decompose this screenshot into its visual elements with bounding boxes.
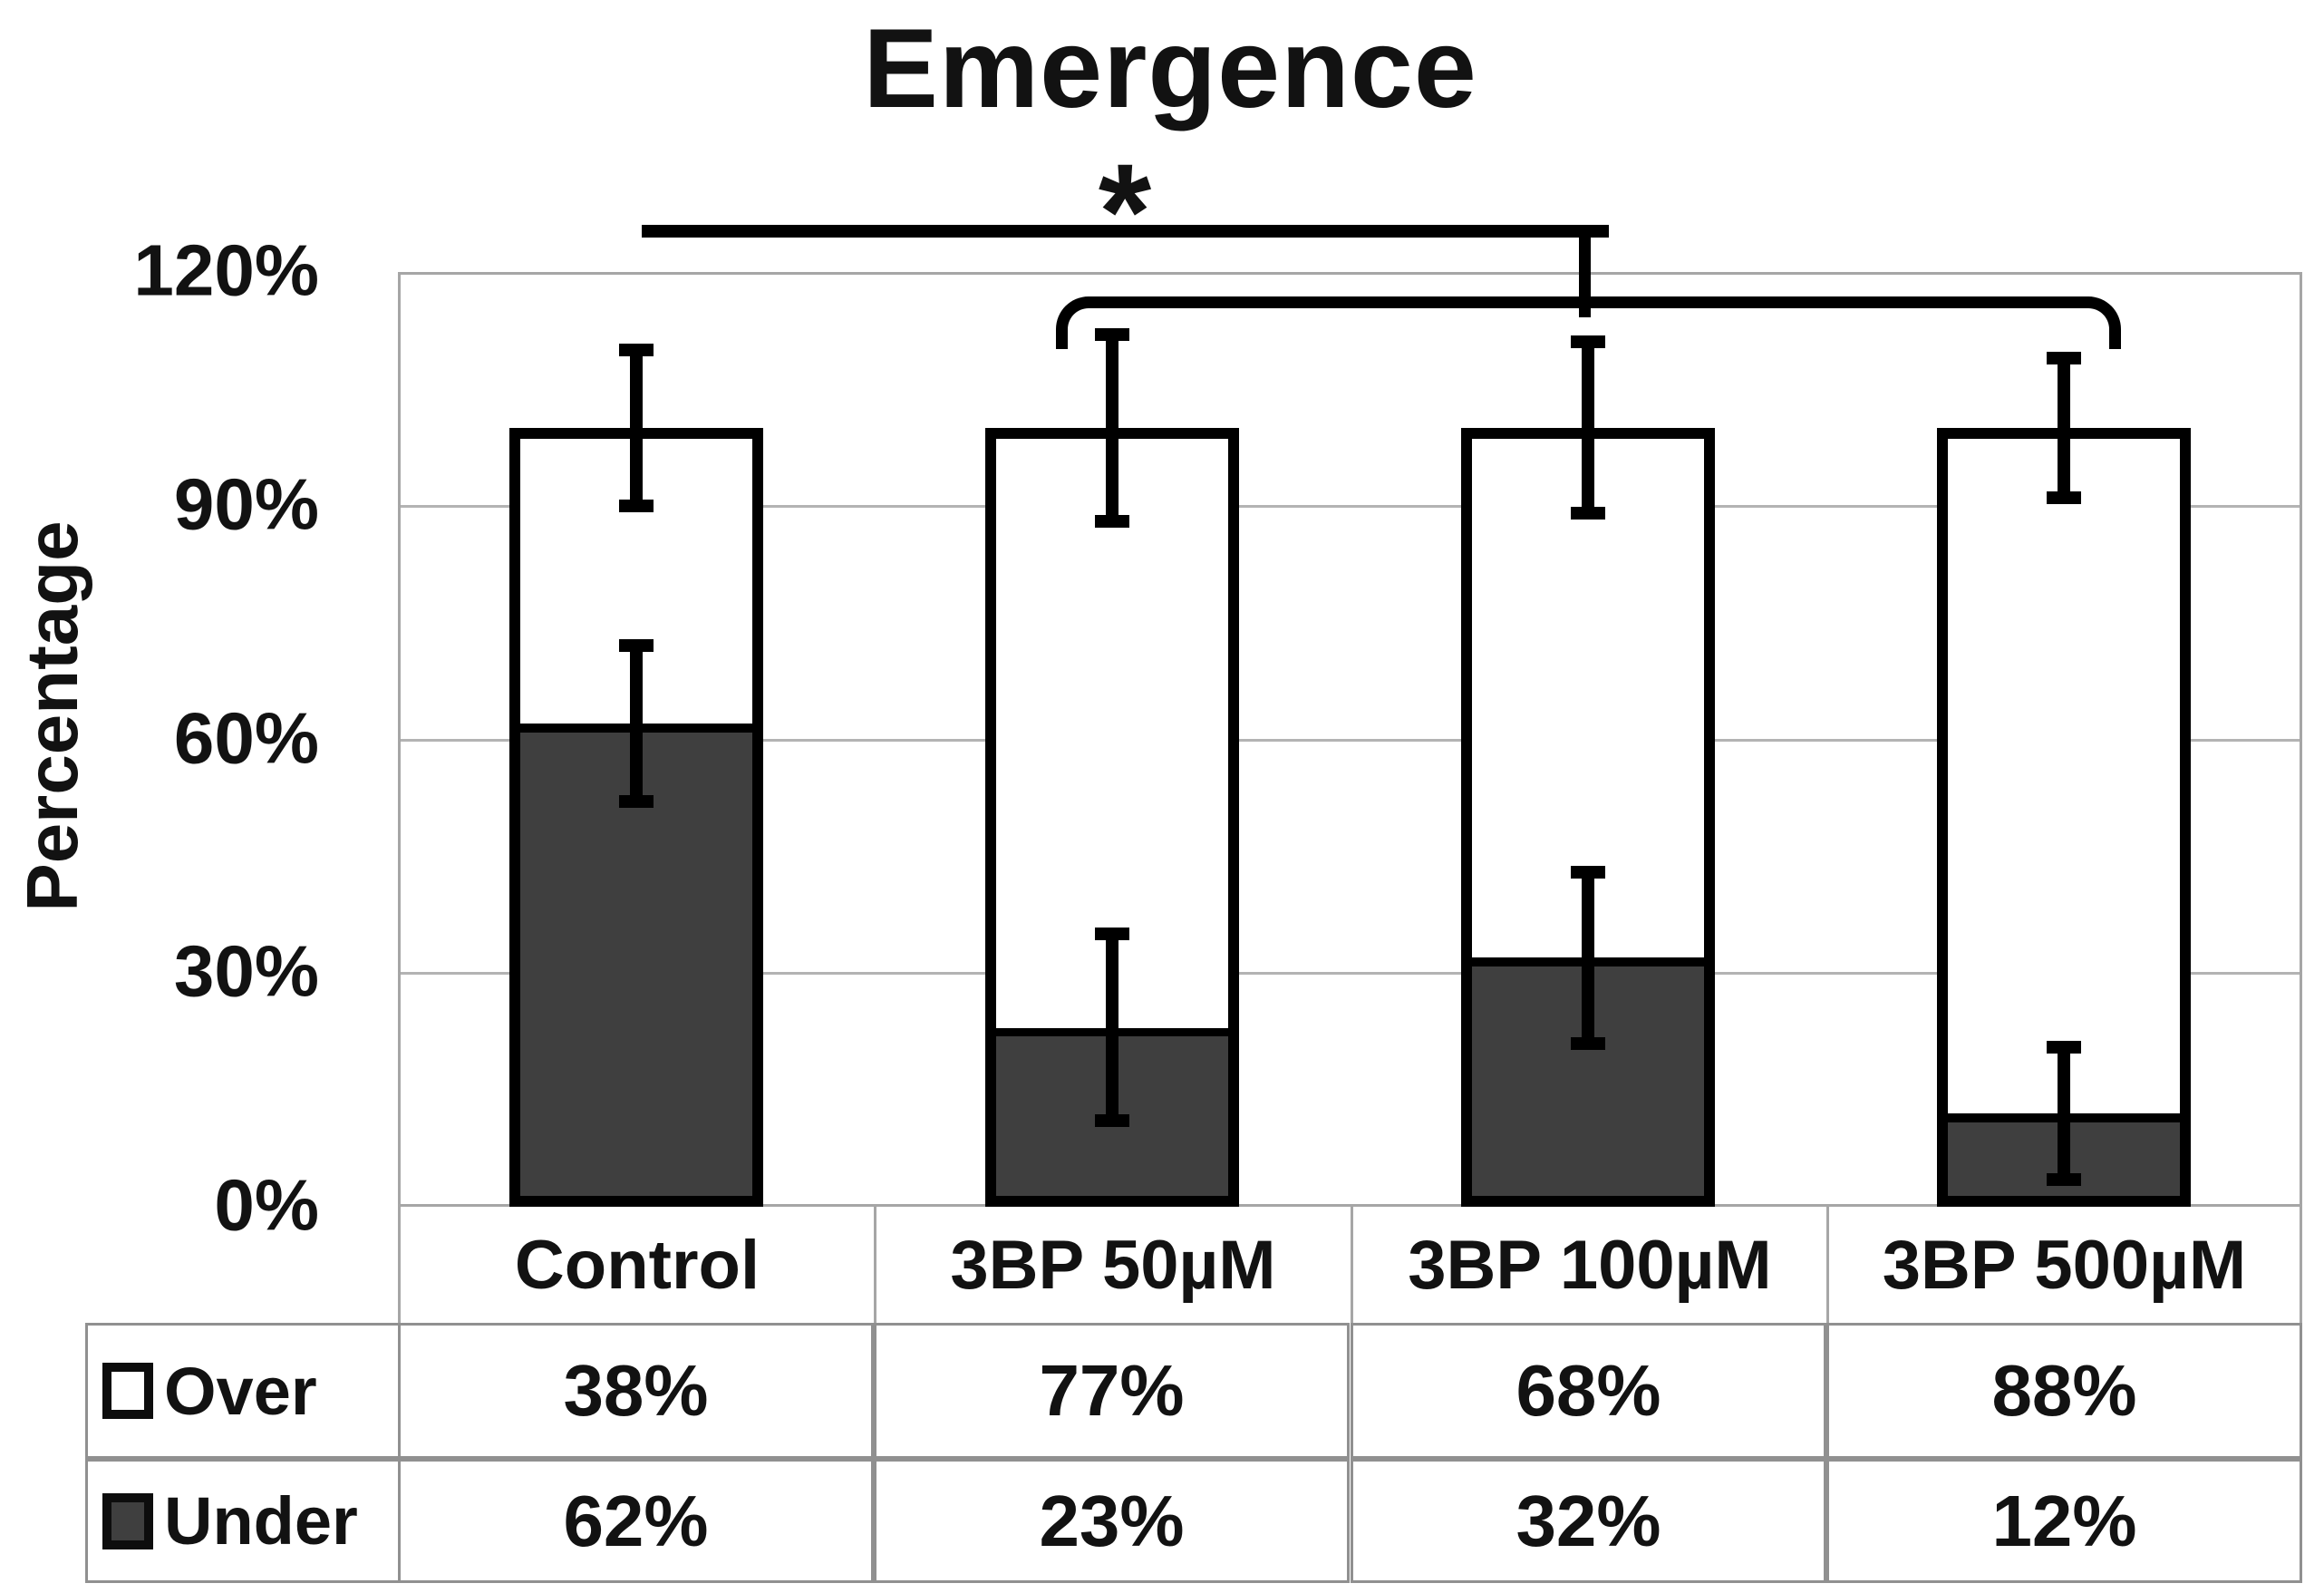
errorbar-3bp-500um-total-line	[2058, 358, 2070, 499]
table-value-under-3bp-100um: 32%	[1351, 1459, 1826, 1583]
significance-line	[642, 225, 1609, 238]
under-swatch-icon	[102, 1492, 153, 1549]
ytick-label-90: 90%	[173, 463, 319, 545]
errorbar-3bp-100um-under-cap-bottom	[1571, 1037, 1605, 1050]
legend-row-under: Under	[85, 1459, 401, 1583]
errorbar-3bp-100um-total-line	[1582, 342, 1594, 513]
gridline-30	[401, 972, 2300, 975]
ytick-label-60: 60%	[173, 697, 319, 779]
errorbar-3bp-100um-under-line	[1582, 872, 1594, 1044]
ytick-label-30: 30%	[173, 930, 319, 1012]
legend-label-over: Over	[164, 1353, 317, 1429]
legend-row-over: Over	[85, 1323, 401, 1459]
errorbar-3bp-100um-under-cap-top	[1571, 866, 1605, 879]
gridline-90	[401, 505, 2300, 508]
category-label-control: Control	[398, 1207, 874, 1323]
gridline-60	[401, 739, 2300, 742]
bar-control	[509, 428, 763, 1207]
bar-3bp-500um-over-segment	[1948, 439, 2180, 1113]
errorbar-3bp-500um-under-line	[2058, 1047, 2070, 1180]
errorbar-control-under-cap-top	[619, 639, 654, 652]
bar-3bp-100um	[1461, 428, 1715, 1207]
y-axis-title: Percentage	[12, 520, 92, 912]
category-label-3bp-50um: 3BP 50µM	[874, 1207, 1350, 1323]
errorbar-3bp-500um-total-cap-bottom	[2047, 491, 2081, 504]
errorbar-control-under-cap-bottom	[619, 795, 654, 808]
table-value-under-control: 62%	[398, 1459, 874, 1583]
errorbar-control-total-cap-top	[619, 344, 654, 356]
ytick-label-120: 120%	[133, 229, 319, 311]
over-swatch-icon	[102, 1363, 153, 1419]
category-label-3bp-100um: 3BP 100µM	[1351, 1207, 1826, 1323]
errorbar-3bp-50um-under-cap-top	[1095, 928, 1129, 940]
table-value-under-3bp-50um: 23%	[874, 1459, 1350, 1583]
ytick-label-0: 0%	[214, 1164, 319, 1246]
table-value-over-3bp-500um: 88%	[1826, 1323, 2302, 1459]
table-value-over-3bp-50um: 77%	[874, 1323, 1350, 1459]
errorbar-3bp-500um-under-cap-top	[2047, 1041, 2081, 1054]
table-value-under-3bp-500um: 12%	[1826, 1459, 2302, 1583]
errorbar-3bp-50um-under-cap-bottom	[1095, 1114, 1129, 1127]
errorbar-3bp-50um-total-cap-top	[1095, 328, 1129, 341]
category-label-3bp-500um: 3BP 500µM	[1826, 1207, 2302, 1323]
table-value-over-3bp-100um: 68%	[1351, 1323, 1826, 1459]
errorbar-control-total-line	[630, 350, 643, 506]
significance-line-drop	[1579, 228, 1591, 317]
errorbar-3bp-100um-total-cap-top	[1571, 335, 1605, 348]
errorbar-3bp-500um-under-cap-bottom	[2047, 1173, 2081, 1186]
chart-title: Emergence	[863, 6, 1477, 131]
errorbar-3bp-50um-under-line	[1106, 934, 1118, 1121]
legend-label-under: Under	[164, 1483, 358, 1559]
errorbar-3bp-100um-total-cap-bottom	[1571, 507, 1605, 520]
significance-star: *	[1098, 135, 1152, 287]
errorbar-3bp-50um-total-cap-bottom	[1095, 515, 1129, 528]
table-value-over-control: 38%	[398, 1323, 874, 1459]
errorbar-control-total-cap-bottom	[619, 500, 654, 512]
errorbar-3bp-50um-total-line	[1106, 335, 1118, 521]
errorbar-control-under-line	[630, 646, 643, 801]
errorbar-3bp-500um-total-cap-top	[2047, 352, 2081, 364]
